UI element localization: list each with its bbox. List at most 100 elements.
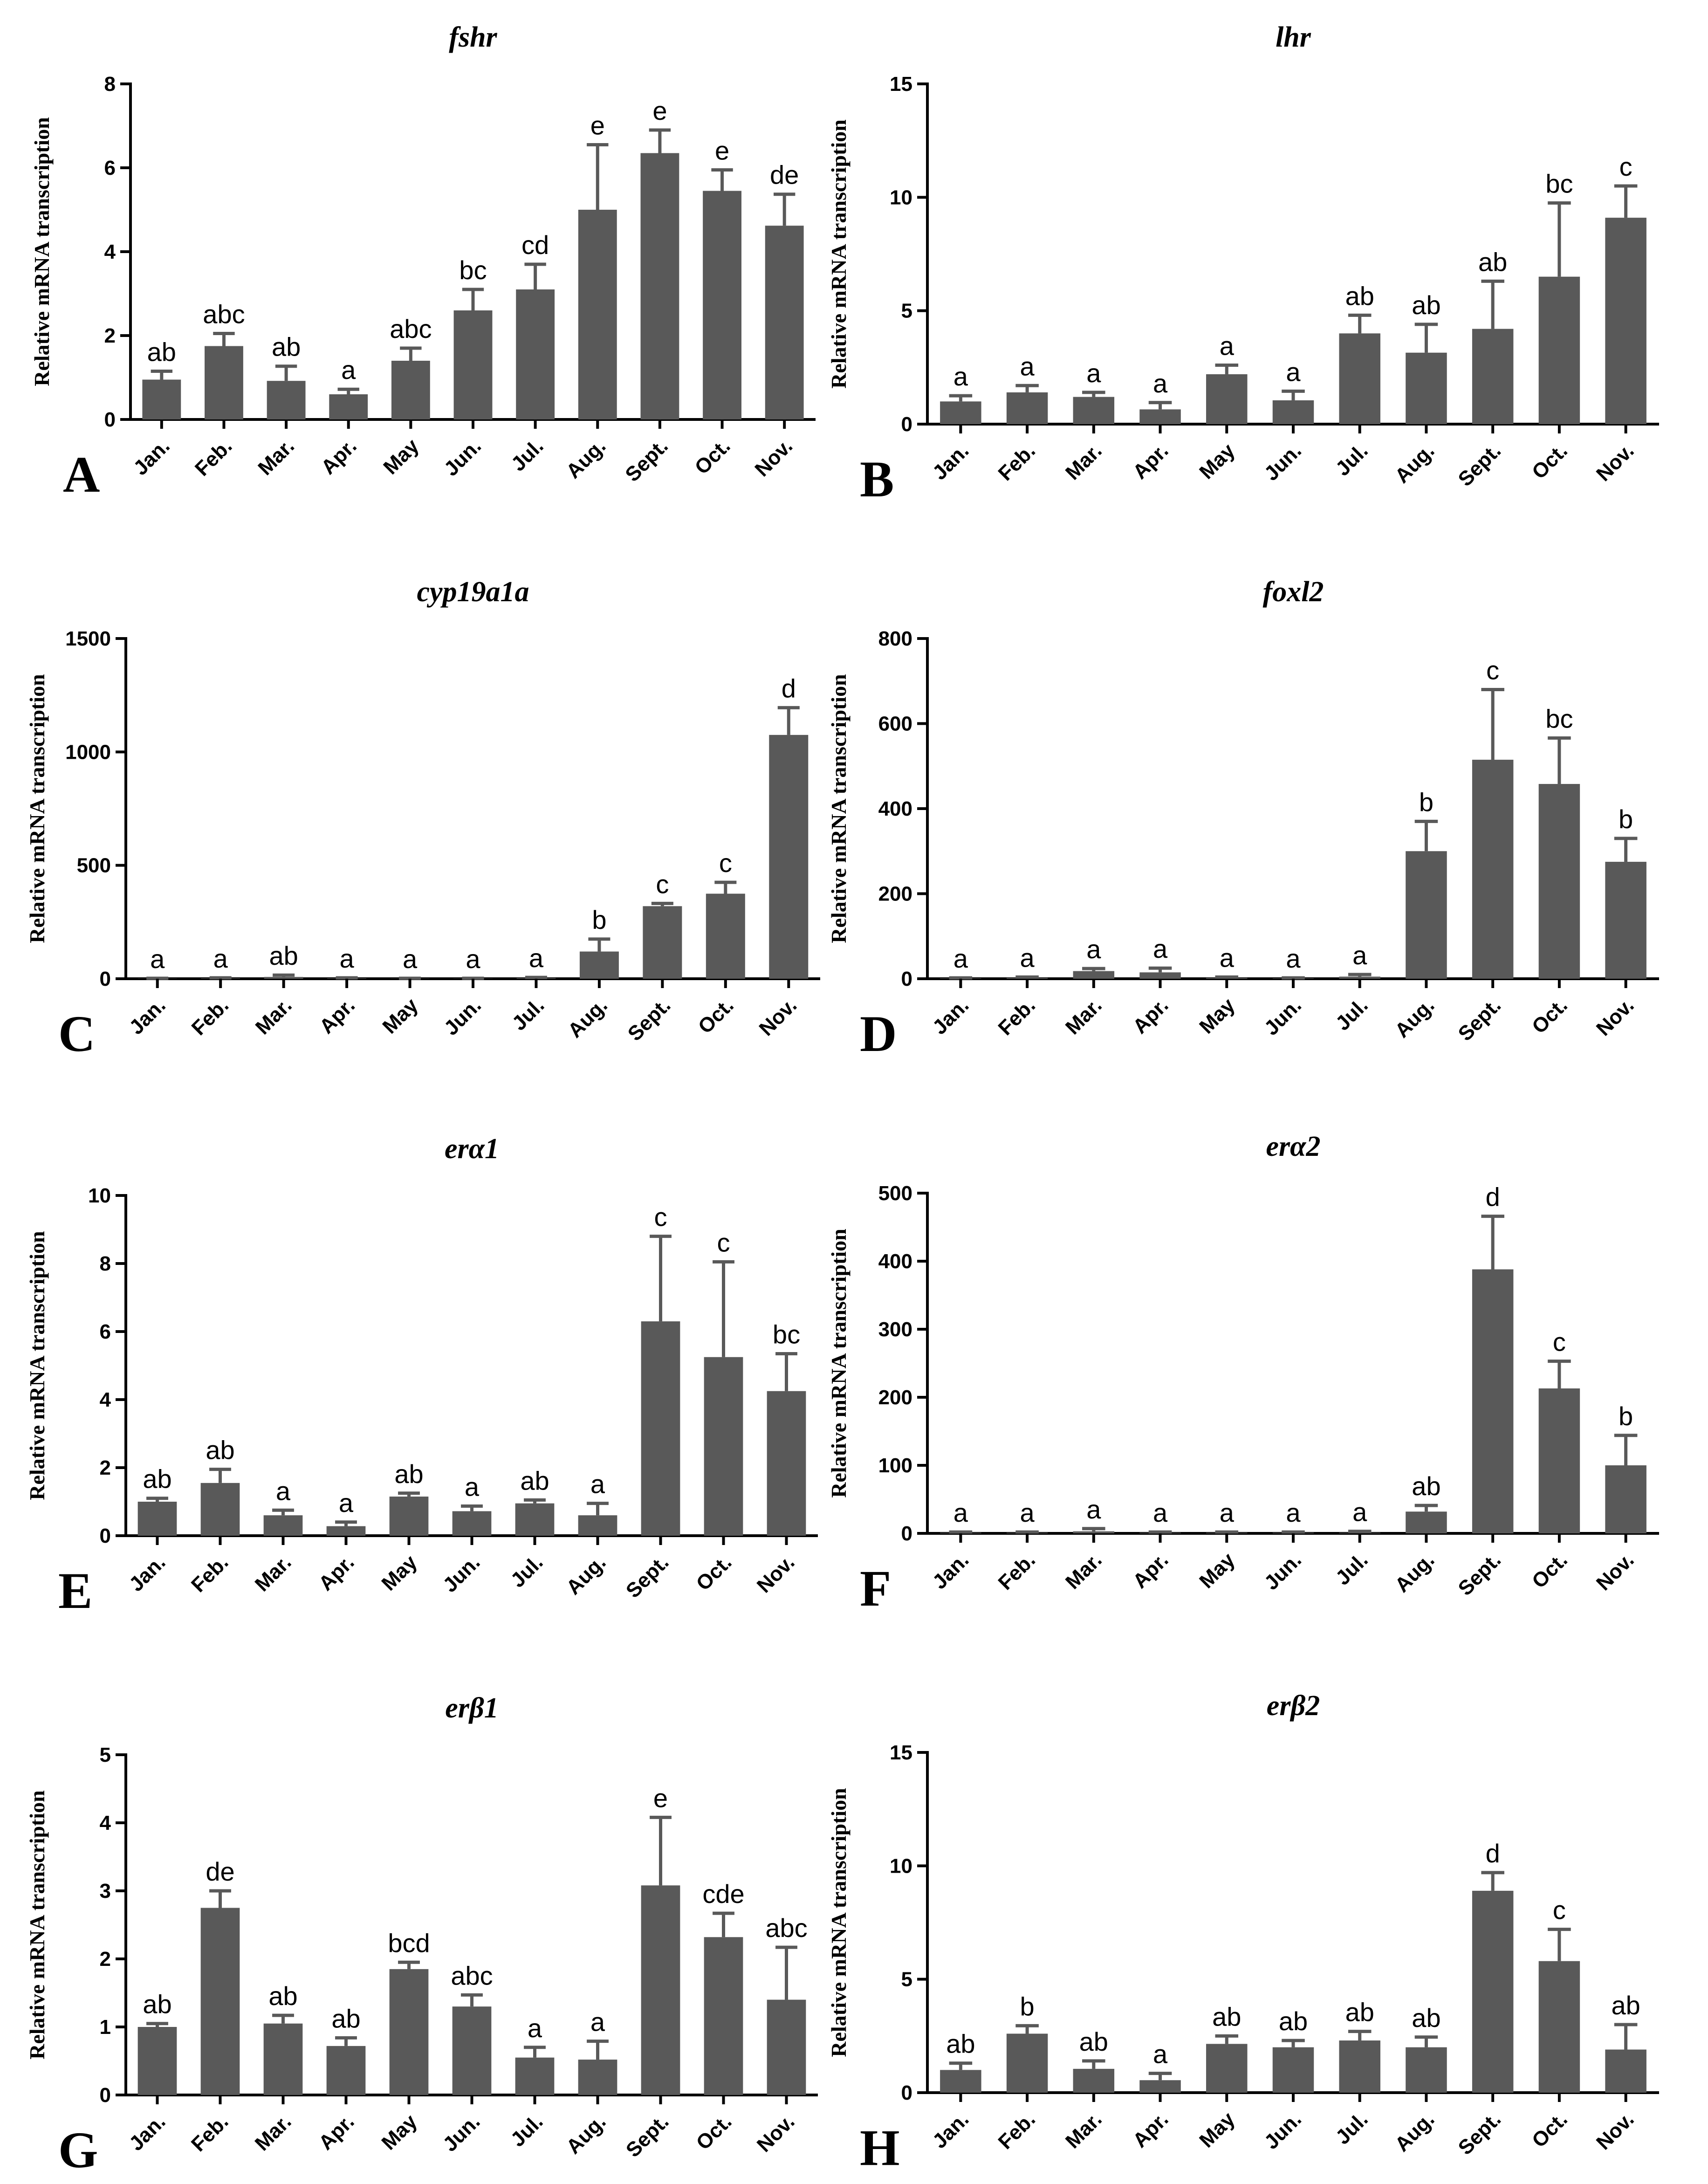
significance-label: a xyxy=(340,944,355,973)
significance-label: b xyxy=(1619,1401,1633,1431)
bar-oct xyxy=(1538,276,1580,424)
significance-label: ab xyxy=(1478,247,1507,276)
bar-nov xyxy=(1605,2049,1646,2093)
y-tick-label: 6 xyxy=(104,157,116,179)
significance-label: ab xyxy=(147,337,176,367)
x-tick-label: Jun. xyxy=(439,2110,485,2156)
bar-apr xyxy=(329,394,368,419)
x-tick-label: May xyxy=(1195,2108,1240,2152)
x-tick-label: Jun. xyxy=(1260,994,1306,1040)
x-tick-label: Jun. xyxy=(1260,1548,1306,1594)
x-tick-label: Aug. xyxy=(1391,994,1439,1042)
significance-label: bc xyxy=(1545,704,1573,734)
significance-label: b xyxy=(1020,1992,1035,2021)
bar-apr xyxy=(326,2046,366,2095)
x-tick-label: Jan. xyxy=(125,2110,170,2155)
x-tick-label: Aug. xyxy=(1391,2108,1439,2156)
bar-sept xyxy=(641,1885,680,2095)
bar-jul xyxy=(1339,976,1380,979)
significance-label: bc xyxy=(773,1319,800,1349)
x-tick-label: Nov. xyxy=(755,994,802,1040)
y-tick-label: 200 xyxy=(878,883,912,906)
x-tick-label: Sept. xyxy=(1454,1548,1506,1600)
significance-label: a xyxy=(1352,1497,1367,1527)
chart-title: erα1 xyxy=(445,1133,499,1165)
significance-label: d xyxy=(1486,1839,1500,1868)
x-tick-label: Mar. xyxy=(1061,2108,1106,2153)
bar-mar xyxy=(1073,2068,1115,2093)
x-tick-label: Aug. xyxy=(563,994,612,1042)
x-tick-label: Jul. xyxy=(506,2110,547,2151)
significance-label: ab xyxy=(272,332,301,362)
chart-panel-g: erβ1 G Relative mRNA transcription 0 1 2 3 4 5 Ja… xyxy=(25,1692,818,2178)
y-tick-label: 0 xyxy=(100,2084,111,2107)
x-tick-label: Mar. xyxy=(1061,994,1106,1039)
bar-sept xyxy=(1472,329,1514,424)
bar-feb xyxy=(200,1483,240,1536)
significance-label: a xyxy=(1220,331,1235,360)
x-tick-label: Nov. xyxy=(753,2110,799,2157)
bar-aug xyxy=(1406,1511,1447,1533)
x-tick-label: Oct. xyxy=(1528,994,1572,1038)
y-axis-label: Relative mRNA transcription xyxy=(827,674,851,943)
bar-may xyxy=(1206,374,1248,424)
bar-mar xyxy=(264,977,303,979)
x-tick-label: Nov. xyxy=(750,434,797,481)
chart-panel-h: erβ2 H Relative mRNA transcription 0 5 10 15 Ja… xyxy=(827,1690,1659,2176)
y-tick-label: 0 xyxy=(100,1525,111,1547)
x-tick-label: Oct. xyxy=(1528,439,1572,483)
x-tick-label: Mar. xyxy=(254,434,299,480)
bar-nov xyxy=(1605,218,1646,424)
y-tick-label: 2 xyxy=(100,1948,111,1971)
significance-label: a xyxy=(1153,2040,1168,2069)
y-tick-label: 200 xyxy=(878,1386,912,1409)
bar-aug xyxy=(578,210,617,419)
x-tick-label: Sept. xyxy=(622,2110,673,2162)
panel-letter: D xyxy=(860,1005,897,1062)
significance-label: a xyxy=(1020,943,1035,972)
bar-sept xyxy=(1472,760,1514,979)
y-tick-label: 6 xyxy=(100,1320,111,1343)
significance-label: a xyxy=(953,944,968,973)
bar-oct xyxy=(1538,1961,1580,2093)
bar-sept xyxy=(640,153,679,419)
y-axis-label: Relative mRNA transcription xyxy=(25,674,49,943)
y-tick-label: 600 xyxy=(878,713,912,735)
bar-feb xyxy=(200,1908,240,2095)
significance-label: a xyxy=(953,1498,968,1527)
y-tick-label: 5 xyxy=(901,300,912,323)
y-tick-label: 5 xyxy=(100,1744,111,1766)
x-tick-label: Feb. xyxy=(994,1548,1040,1594)
x-tick-label: May xyxy=(1195,1548,1240,1593)
significance-label: ab xyxy=(1412,2003,1440,2033)
y-axis-label: Relative mRNA transcription xyxy=(30,117,54,386)
significance-label: c xyxy=(1553,1896,1566,1925)
x-tick-label: Feb. xyxy=(191,434,237,481)
x-tick-label: May xyxy=(1195,439,1240,484)
significance-label: c xyxy=(717,1228,730,1257)
significance-label: ab xyxy=(1212,2002,1241,2031)
significance-label: ab xyxy=(1345,1998,1374,2027)
x-tick-label: Apr. xyxy=(317,434,361,479)
x-tick-label: Jul. xyxy=(1331,994,1372,1035)
significance-label: e xyxy=(652,96,667,125)
x-tick-label: Apr. xyxy=(1128,439,1173,483)
significance-label: ab xyxy=(520,1466,549,1495)
bar-jun xyxy=(452,1511,492,1536)
bar-apr xyxy=(1139,409,1181,424)
significance-label: d xyxy=(1486,1182,1500,1212)
chart-panel-f: erα2 F Relative mRNA transcription 0 100 200 3… xyxy=(827,1131,1659,1617)
significance-label: ab xyxy=(394,1459,423,1489)
y-tick-label: 2 xyxy=(100,1456,111,1479)
x-tick-label: Mar. xyxy=(1061,439,1106,484)
x-tick-label: Feb. xyxy=(994,439,1040,485)
x-tick-label: Jun. xyxy=(439,434,486,481)
x-tick-label: Apr. xyxy=(1128,994,1173,1038)
bar-aug xyxy=(578,1515,617,1536)
x-tick-label: Jun. xyxy=(1260,439,1306,485)
significance-label: abc xyxy=(390,314,432,343)
bar-aug xyxy=(1406,352,1447,424)
bar-aug xyxy=(578,2060,617,2095)
significance-label: a xyxy=(1153,934,1168,963)
